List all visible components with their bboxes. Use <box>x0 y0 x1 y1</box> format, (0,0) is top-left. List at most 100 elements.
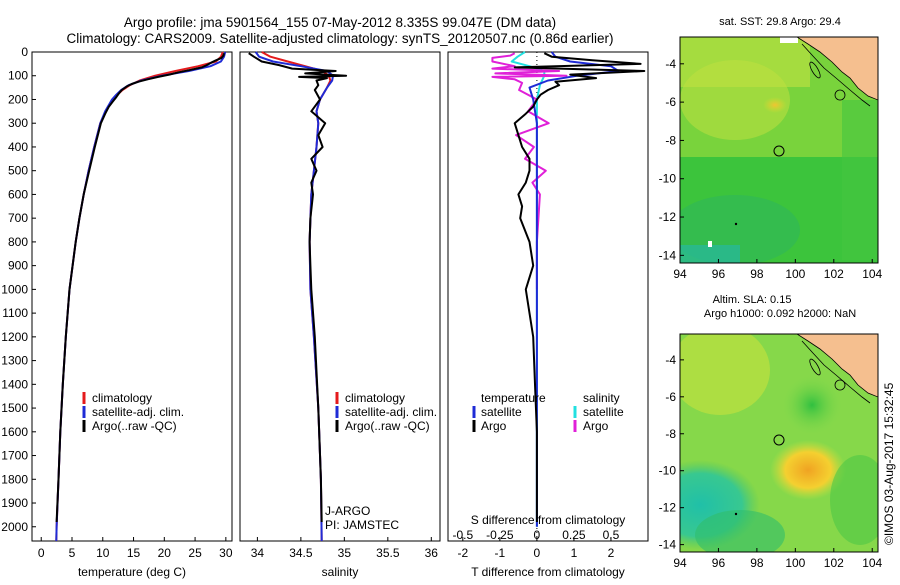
salinity-diff-tick-label: -0.5 <box>452 528 473 542</box>
map-y-tick-label: -4 <box>665 353 676 367</box>
legend-head-temperature: temperature <box>481 391 546 405</box>
x-tick-label: 35.5 <box>376 546 400 560</box>
sla-map: Altim. SLA: 0.15 Argo h1000: 0.092 h2000… <box>659 294 883 570</box>
depth-tick-label: 600 <box>8 187 28 201</box>
salinity-diff-tick-label: 0 <box>534 528 541 542</box>
map-x-tick-label: 100 <box>785 267 805 281</box>
map-x-tick-label: 94 <box>673 556 687 570</box>
map-x-tick-label: 96 <box>712 556 726 570</box>
salinity-x-axis: 34 34.5 35 35.5 36 <box>251 537 439 560</box>
temperature-panel: 0100200300400500600700800900100011001200… <box>1 45 233 579</box>
difference-plot-frame <box>447 51 649 542</box>
series-temperature-argo <box>513 52 646 522</box>
sla-map-title: Altim. SLA: 0.15 <box>713 294 792 306</box>
legend-head-salinity: salinity <box>583 391 620 405</box>
x-tick-label: 15 <box>127 546 141 560</box>
legend-argo: Argo(..raw -QC) <box>345 419 430 433</box>
map-y-tick-label: -12 <box>659 501 677 515</box>
header-line-1: Argo profile: jma 5901564_155 07-May-201… <box>124 15 556 30</box>
difference-legend: temperature salinity satellite Argo sate… <box>472 391 624 433</box>
depth-tick-label: 800 <box>8 235 28 249</box>
depth-tick-label: 1400 <box>1 377 28 391</box>
legend-satellite: satellite-adj. clim. <box>92 405 184 419</box>
x-tick-label: 34 <box>251 546 265 560</box>
map-y-tick-label: -12 <box>659 210 677 224</box>
legend-satellite: satellite-adj. clim. <box>345 405 437 419</box>
x-tick-label: 1 <box>571 546 578 560</box>
depth-tick-label: 0 <box>21 45 28 59</box>
x-tick-label: 36 <box>425 546 439 560</box>
salinity-xlabel: salinity <box>322 565 359 579</box>
map-y-tick-label: -10 <box>659 172 677 186</box>
sla-field <box>680 334 878 552</box>
series-salinity-argo <box>491 52 568 290</box>
sst-map: sat. SST: 29.8 Argo: 29.4 <box>659 16 883 281</box>
x-tick-label: -1 <box>495 546 506 560</box>
x-tick-label: 5 <box>69 546 76 560</box>
legend-climatology: climatology <box>92 391 152 405</box>
x-tick-label: 20 <box>158 546 172 560</box>
depth-tick-label: 1100 <box>2 306 28 320</box>
x-tick-label: 0 <box>534 546 541 560</box>
legend-argo: Argo(..raw -QC) <box>92 419 177 433</box>
sla-map-subtitle: Argo h1000: 0.092 h2000: NaN <box>704 308 856 320</box>
depth-tick-label: 1600 <box>1 425 28 439</box>
sla-float-marker <box>773 434 785 446</box>
depth-tick-label: 500 <box>8 164 28 178</box>
difference-panel: -2 -1 0 1 2 -0.5 -0.25 0 0.25 0.5 T difference fr… <box>447 51 649 579</box>
depth-tick-label: 400 <box>8 140 28 154</box>
series-argo <box>55 52 225 523</box>
map-x-tick-label: 102 <box>824 556 844 570</box>
x-tick-label: 0 <box>38 546 45 560</box>
map-x-tick-label: 100 <box>785 556 805 570</box>
timestamp-watermark: ©IMOS 03-Aug-2017 15:32:45 <box>882 382 896 545</box>
map-y-tick-label: -10 <box>659 464 677 478</box>
legend-t-argo: Argo <box>481 419 507 433</box>
sst-map-title: sat. SST: 29.8 Argo: 29.4 <box>719 16 841 28</box>
map-y-tick-label: -6 <box>665 390 676 404</box>
depth-tick-label: 100 <box>8 69 28 83</box>
salinity-diff-tick-label: -0.25 <box>486 528 514 542</box>
map-x-tick-label: 96 <box>712 267 726 281</box>
sst-float-marker <box>773 145 785 157</box>
map-x-tick-label: 104 <box>862 556 882 570</box>
sst-field <box>680 37 878 263</box>
salinity-legend: climatology satellite-adj. clim. Argo(..… <box>335 391 437 433</box>
x-tick-label: -2 <box>457 546 468 560</box>
legend-climatology: climatology <box>345 391 405 405</box>
x-tick-label: 2 <box>608 546 615 560</box>
difference-xlabel: T difference from climatology <box>471 565 625 579</box>
map-y-tick-label: -4 <box>665 57 676 71</box>
depth-tick-label: 1200 <box>1 330 28 344</box>
x-tick-label: 30 <box>219 546 233 560</box>
depth-tick-label: 1800 <box>1 472 28 486</box>
series-argo <box>248 52 348 523</box>
temperature-series <box>55 51 227 542</box>
legend-s-argo: Argo <box>583 419 609 433</box>
program-pi: PI: JAMSTEC <box>325 518 399 532</box>
depth-tick-label: 1000 <box>1 282 28 296</box>
map-y-tick-label: -14 <box>659 538 677 552</box>
salinity-series <box>248 51 348 542</box>
legend-s-satellite: satellite <box>583 405 624 419</box>
x-tick-label: 34.5 <box>289 546 313 560</box>
map-y-tick-label: -6 <box>665 95 676 109</box>
map-y-tick-label: -8 <box>665 133 676 147</box>
series-temperature-satellite <box>528 51 620 527</box>
map-x-tick-label: 104 <box>862 267 882 281</box>
map-y-tick-label: -14 <box>659 248 677 262</box>
program-name: J-ARGO <box>325 504 370 518</box>
depth-axis: 0 100 200 300 400 500 600 700 800 900 1000 1100 1200… <box>1 45 36 534</box>
map-y-tick-label: -8 <box>665 427 676 441</box>
temperature-x-axis: 0 5 10 15 20 25 30 <box>38 537 233 560</box>
depth-tick-label: 200 <box>8 92 28 106</box>
header-line-2: Climatology: CARS2009. Satellite-adjuste… <box>66 31 613 46</box>
x-tick-label: 10 <box>96 546 110 560</box>
salinity-plot-frame <box>239 51 441 542</box>
depth-tick-label: 1700 <box>1 449 28 463</box>
depth-tick-label: 1300 <box>1 354 28 368</box>
difference-series <box>491 51 646 527</box>
x-tick-label: 35 <box>338 546 352 560</box>
